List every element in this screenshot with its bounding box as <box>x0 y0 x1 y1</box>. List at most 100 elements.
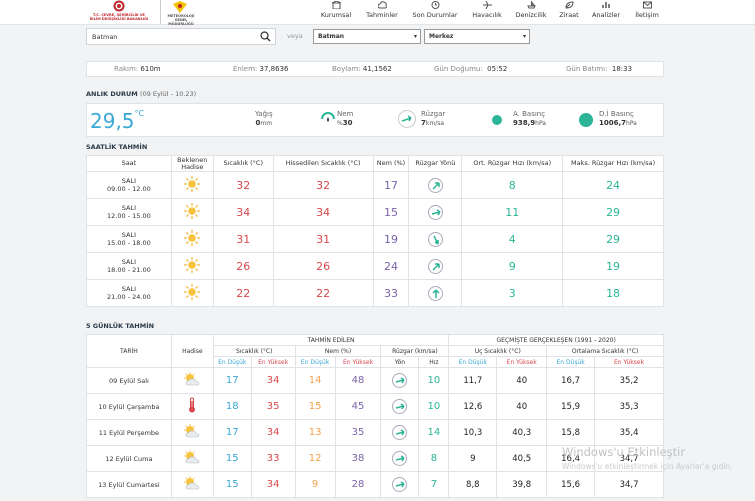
daily-header-row-1: TARİH Hadise TAHMİN EDİLEN GEÇMİŞTE GERÇ… <box>86 334 664 368</box>
humidity-gauge-icon <box>321 112 335 122</box>
wind-direction-icon <box>398 110 416 128</box>
longitude-info: Boylam: 41,1562 <box>332 65 392 73</box>
temp-max-cell: 34 <box>250 419 296 446</box>
wind-speed-cell: 7 <box>418 471 450 498</box>
extreme-min-cell: 10,3 <box>448 419 498 446</box>
date-cell: 11 Eylül Perşembe <box>86 419 172 446</box>
search-icon[interactable] <box>260 31 271 42</box>
col-header-ruzgar-yonu: Rüzgar Yönü <box>408 155 463 172</box>
avg-max-cell: 35,4 <box>594 419 664 446</box>
wind-dir-cell <box>380 367 420 394</box>
col-header-nem: Nem (%) <box>372 155 410 172</box>
hourly-header-row: Saat Beklenen Hadise Sıcaklık (°C) Hisse… <box>86 155 664 172</box>
wind-dir-cell <box>408 279 463 307</box>
district-select[interactable]: Merkez ▾ <box>424 29 530 44</box>
ministry-logo[interactable]: T.C. ÇEVRE, ŞEHİRCİLİK VE İKLİM DEĞİŞİKL… <box>88 0 150 24</box>
wind-speed-cell: 10 <box>418 393 450 420</box>
humidity-cell: 24 <box>372 252 410 280</box>
nav-item-son-durumlar[interactable]: Son Durumlar <box>410 0 460 24</box>
wind-speed-cell: 8 <box>418 445 450 472</box>
wind-dir-cell <box>380 419 420 446</box>
windows-activation-watermark: Windows'u Etkinleştir <box>562 445 686 459</box>
col-header-saat: Saat <box>86 155 172 172</box>
nav-item-tahminler[interactable]: Tahminler <box>363 0 401 24</box>
humidity-cell: 19 <box>372 225 410 253</box>
altitude-info: Rakım: 610m <box>114 65 161 73</box>
table-row: SALI 09.00 - 12.00 32 32 17 8 24 <box>86 171 664 199</box>
date-cell: 10 Eylül Çarşamba <box>86 393 172 420</box>
wind-dir-cell <box>408 198 463 226</box>
time-cell: SALI 09.00 - 12.00 <box>86 171 172 199</box>
hum-min-cell: 9 <box>294 471 336 498</box>
hum-max-cell: 35 <box>334 419 382 446</box>
col-header-maks-ruzgar: Maks. Rüzgar Hızı (km/sa) <box>562 155 664 172</box>
current-section-title: ANLIK DURUM (09 Eylül - 10.23) <box>86 90 197 98</box>
feels-cell: 22 <box>272 279 374 307</box>
feels-cell: 31 <box>272 225 374 253</box>
extreme-max-cell: 39,8 <box>496 471 548 498</box>
temp-cell: 34 <box>212 198 274 226</box>
temp-cell: 32 <box>212 171 274 199</box>
top-navigation-bar: T.C. ÇEVRE, ŞEHİRCİLİK VE İKLİM DEĞİŞİKL… <box>0 0 755 26</box>
humidity-cell: 17 <box>372 171 410 199</box>
nav-item-ziraat[interactable]: Ziraat <box>555 0 583 24</box>
extreme-max-cell: 40 <box>496 393 548 420</box>
daily-header-row-3: En Düşük En Yüksek En Düşük En Yüksek Yö… <box>87 356 664 368</box>
hourly-forecast-table: Saat Beklenen Hadise Sıcaklık (°C) Hisse… <box>86 155 664 307</box>
wind-arrow-icon <box>392 425 408 440</box>
nav-item-iletisim[interactable]: İletişim <box>630 0 664 24</box>
avg-min-cell: 16,7 <box>546 367 596 394</box>
wind-max-cell: 29 <box>562 225 664 253</box>
col-header-hadise: Hadise <box>170 334 214 368</box>
date-cell: 12 Eylül Cuma <box>86 445 172 472</box>
nav-item-kurumsal[interactable]: Kurumsal <box>318 0 354 24</box>
date-cell: 09 Eylül Salı <box>86 367 172 394</box>
avg-min-cell: 15,6 <box>546 471 596 498</box>
current-temperature: 29,5°C <box>90 109 145 133</box>
thermometer-icon <box>170 393 214 420</box>
partly-cloudy-icon <box>170 419 214 446</box>
avg-min-cell: 15,9 <box>546 393 596 420</box>
table-row: 10 Eylül Çarşamba 18 35 15 45 10 12,6 40… <box>86 393 664 420</box>
or-label: veya <box>287 32 303 40</box>
wind-arrow-icon <box>427 258 443 274</box>
table-row: SALI 12.00 - 15.00 34 34 15 11 29 <box>86 198 664 226</box>
hum-min-cell: 14 <box>294 367 336 394</box>
nav-item-havacilik[interactable]: Havacılık <box>469 0 505 24</box>
wind-speed-cell: 14 <box>418 419 450 446</box>
nav-item-denizcilik[interactable]: Denizcilik <box>511 0 551 24</box>
extreme-min-cell: 11,7 <box>448 367 498 394</box>
pressure-info: A. Basınç 938,9hPa <box>513 110 546 127</box>
table-row: 12 Eylül Cuma 15 33 12 38 8 9 40,5 16,4 … <box>86 445 664 472</box>
ministry-logo-text: T.C. ÇEVRE, ŞEHİRCİLİK VE İKLİM DEĞİŞİKL… <box>89 13 149 21</box>
wind-dir-cell <box>408 252 463 280</box>
extreme-min-cell: 9 <box>448 445 498 472</box>
search-input[interactable]: Batman <box>86 28 276 45</box>
temp-min-cell: 17 <box>212 367 252 394</box>
hourly-section-title: SAATLİK TAHMİN <box>86 143 148 151</box>
leaf-icon <box>564 1 574 9</box>
wind-max-cell: 24 <box>562 171 664 199</box>
col-header-hadise: Beklenen Hadise <box>170 155 214 172</box>
nav-item-analizler[interactable]: Analizler <box>589 0 623 24</box>
chevron-down-icon: ▾ <box>413 33 417 40</box>
wind-arrow-icon <box>392 451 408 466</box>
time-cell: SALI 21.00 - 24.00 <box>86 279 172 307</box>
envelope-icon <box>642 1 652 9</box>
hum-max-cell: 38 <box>334 445 382 472</box>
wind-dir-cell <box>380 471 420 498</box>
province-select[interactable]: Batman ▾ <box>313 29 421 44</box>
sea-pressure-info: D.İ Basınç 1006,7hPa <box>599 110 637 127</box>
partly-cloudy-icon <box>170 367 214 394</box>
wind-arrow-icon <box>427 285 443 301</box>
wind-max-cell: 19 <box>562 252 664 280</box>
mgm-logo-text: METEOROLOJİ GENEL MÜDÜRLÜĞÜ <box>167 14 195 26</box>
hum-min-cell: 12 <box>294 445 336 472</box>
table-row: 09 Eylül Salı 17 34 14 48 10 11,7 40 16,… <box>86 367 664 394</box>
mgm-logo[interactable]: METEOROLOJİ GENEL MÜDÜRLÜĞÜ <box>160 0 200 26</box>
temp-max-cell: 34 <box>250 471 296 498</box>
temp-min-cell: 15 <box>212 471 252 498</box>
location-info-bar: Rakım: 610m Enlem: 37,8636 Boylam: 41,15… <box>86 61 664 77</box>
time-cell: SALI 12.00 - 15.00 <box>86 198 172 226</box>
wind-arrow-icon <box>427 231 443 247</box>
